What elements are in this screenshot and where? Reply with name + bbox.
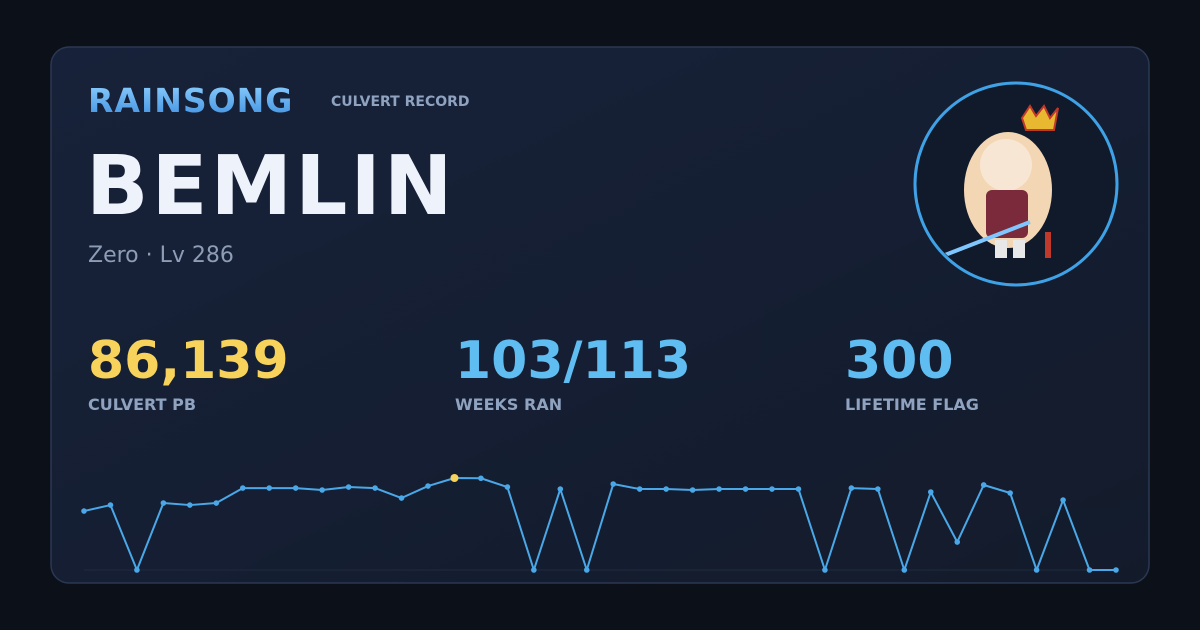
sparkline-point xyxy=(134,567,140,573)
sparkline-point xyxy=(504,484,511,490)
sparkline-point xyxy=(239,485,246,491)
sparkline-point xyxy=(1060,497,1066,503)
sparkline-point xyxy=(769,486,775,492)
subtitle: CULVERT RECORD xyxy=(331,94,470,110)
sparkline-point xyxy=(107,502,114,508)
stat-caption: WEEKS RAN xyxy=(455,395,562,414)
sparkline-point xyxy=(795,486,802,492)
sparkline-point xyxy=(636,486,643,492)
stat-value: 300 xyxy=(845,331,954,391)
stat-value: 86,139 xyxy=(88,331,289,391)
sparkline-point xyxy=(81,508,87,514)
brand: RAINSONG xyxy=(88,81,293,120)
stat-caption: LIFETIME FLAG xyxy=(845,395,979,414)
sparkline-point xyxy=(822,567,828,573)
player-name: BEMLIN xyxy=(86,139,456,234)
sparkline-point xyxy=(1033,567,1040,573)
sparkline-point xyxy=(187,502,193,508)
sparkline-point xyxy=(372,485,378,491)
sparkline-point xyxy=(663,486,669,492)
sparkline-point xyxy=(478,475,484,482)
sparkline-point xyxy=(583,567,590,573)
sparkline-point xyxy=(557,486,564,492)
sparkline xyxy=(83,477,1116,571)
sparkline-point xyxy=(927,489,934,495)
sparkline-point xyxy=(742,486,749,492)
sparkline-point xyxy=(716,486,722,492)
sparkline-point xyxy=(610,481,617,487)
sparkline-point xyxy=(901,567,908,573)
sparkline-point xyxy=(1113,567,1119,573)
sparkline-point xyxy=(425,483,431,489)
sparkline-point xyxy=(875,486,881,492)
sparkline-point xyxy=(398,495,405,501)
avatar xyxy=(913,81,1119,287)
stat-value: 103/113 xyxy=(455,331,691,391)
sparkline-point xyxy=(319,487,325,493)
sparkline-point xyxy=(213,500,220,506)
sparkline-point xyxy=(531,567,537,573)
sparkline-point xyxy=(292,485,299,491)
stat-caption: CULVERT PB xyxy=(88,395,196,414)
sparkline-peak-point xyxy=(450,474,459,482)
sparkline-point xyxy=(160,500,167,506)
sparkline-point xyxy=(266,485,273,491)
sparkline-point xyxy=(954,539,961,545)
sparkline-point xyxy=(345,484,352,490)
sparkline-point xyxy=(848,485,855,491)
player-meta: Zero · Lv 286 xyxy=(88,243,234,268)
sparkline-point xyxy=(980,482,987,488)
card xyxy=(50,46,1150,584)
sparkline-point xyxy=(1086,567,1093,573)
sparkline-point xyxy=(689,487,696,493)
sparkline-point xyxy=(1007,490,1013,496)
